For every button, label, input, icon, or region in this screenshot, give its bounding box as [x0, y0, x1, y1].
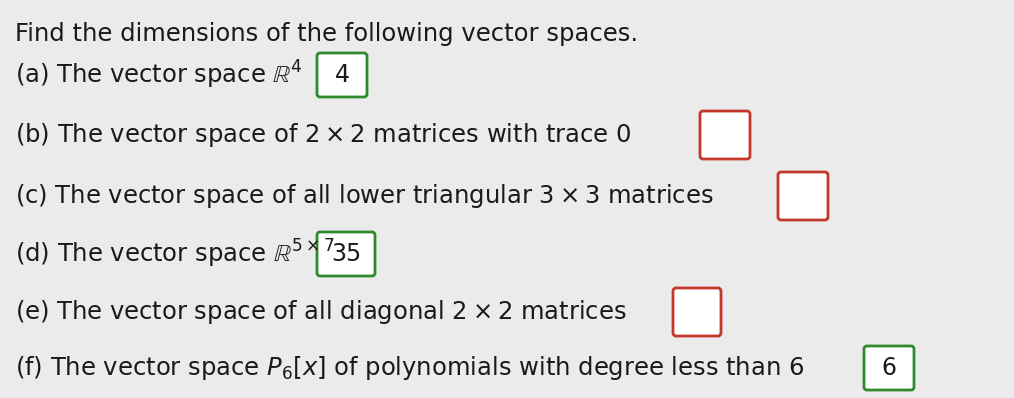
FancyBboxPatch shape — [700, 111, 750, 159]
Text: 4: 4 — [335, 63, 350, 87]
Text: (d) The vector space $\mathbb{R}^{5\times7}$: (d) The vector space $\mathbb{R}^{5\time… — [15, 238, 335, 270]
Text: (f) The vector space $P_6[x]$ of polynomials with degree less than 6: (f) The vector space $P_6[x]$ of polynom… — [15, 354, 804, 382]
Text: (b) The vector space of $2 \times 2$ matrices with trace 0: (b) The vector space of $2 \times 2$ mat… — [15, 121, 632, 149]
Text: (c) The vector space of all lower triangular $3 \times 3$ matrices: (c) The vector space of all lower triang… — [15, 182, 714, 210]
FancyBboxPatch shape — [778, 172, 828, 220]
Text: Find the dimensions of the following vector spaces.: Find the dimensions of the following vec… — [15, 22, 638, 46]
Text: (e) The vector space of all diagonal $2 \times 2$ matrices: (e) The vector space of all diagonal $2 … — [15, 298, 627, 326]
FancyBboxPatch shape — [317, 53, 367, 97]
FancyBboxPatch shape — [864, 346, 914, 390]
Text: 6: 6 — [881, 356, 896, 380]
Text: 35: 35 — [331, 242, 361, 266]
FancyBboxPatch shape — [673, 288, 721, 336]
Text: (a) The vector space $\mathbb{R}^4$: (a) The vector space $\mathbb{R}^4$ — [15, 59, 303, 91]
FancyBboxPatch shape — [317, 232, 375, 276]
